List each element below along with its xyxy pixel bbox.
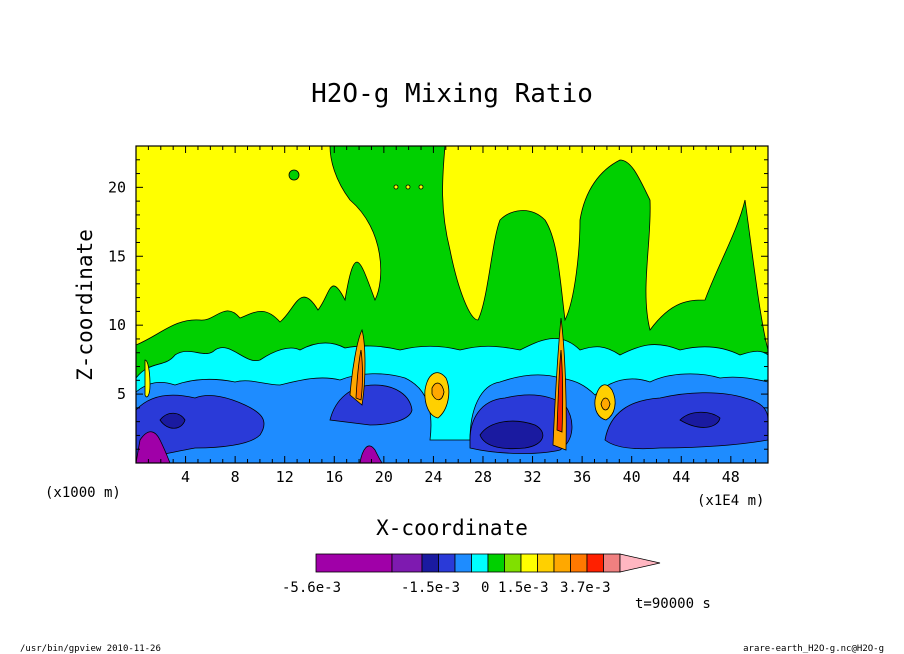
time-label: t=90000 s: [635, 596, 711, 612]
red-region-34: [556, 349, 564, 433]
x-tick-label: 48: [722, 468, 740, 486]
colorbar-labels: -5.6e-3 -1.5e-3 0 1.5e-3 3.7e-3: [282, 580, 611, 596]
colorbar-label: 0: [481, 580, 489, 596]
y-axis-label: Z-coordinate: [73, 229, 97, 381]
colorbar-swatch: [603, 553, 621, 573]
y-tick-label: 15: [108, 247, 126, 265]
y-tick-label: 20: [108, 178, 126, 196]
colorbar-swatch: [537, 553, 555, 573]
x-tick-label: 40: [623, 468, 641, 486]
colorbar-swatch: [570, 553, 588, 573]
yellow-speck-b: [405, 184, 411, 190]
colorbar-swatch: [471, 553, 489, 573]
colorbar-swatch: [391, 553, 423, 573]
x-tick-label: 20: [375, 468, 393, 486]
x-tick-label: 28: [474, 468, 492, 486]
colorbar-swatch: [520, 553, 538, 573]
x-unit-left: (x1000 m): [45, 485, 121, 501]
yellow-speck-a: [393, 184, 399, 190]
plot-frame: [135, 145, 769, 464]
colorbar-swatch: [586, 553, 604, 573]
colorbar-swatch: [421, 553, 439, 573]
colorbar-swatch: [438, 553, 456, 573]
colorbar-swatch: [454, 553, 472, 573]
y-tick-labels: 5 10 15 20: [108, 178, 126, 403]
colorbar: [315, 553, 661, 573]
colorbar-swatch: [504, 553, 522, 573]
x-tick-label: 12: [276, 468, 294, 486]
x-unit-right: (x1E4 m): [697, 493, 764, 509]
x-tick-label: 44: [672, 468, 690, 486]
chart-title: H2O-g Mixing Ratio: [311, 79, 593, 109]
green-speck: [288, 169, 300, 181]
x-tick-label: 4: [181, 468, 190, 486]
y-tick-label: 5: [117, 385, 126, 403]
colorbar-label: 3.7e-3: [560, 580, 611, 596]
y-tick-label: 10: [108, 316, 126, 334]
orange-core-38: [600, 397, 611, 411]
red-region-left: [355, 349, 363, 401]
x-tick-label: 16: [325, 468, 343, 486]
x-tick-label: 24: [424, 468, 442, 486]
x-tick-label: 32: [524, 468, 542, 486]
x-tick-label: 8: [231, 468, 240, 486]
orange-core-24: [431, 382, 445, 401]
x-tick-labels: 4 8 12 16 20 24 28 32 36 40 44 48: [181, 468, 740, 486]
x-tick-label: 36: [573, 468, 591, 486]
x-axis-label: X-coordinate: [376, 516, 528, 540]
plot-field: [136, 146, 768, 463]
colorbar-label: -5.6e-3: [282, 580, 341, 596]
colorbar-swatch: [487, 553, 505, 573]
footer-left: /usr/bin/gpview 2010-11-26: [20, 644, 161, 654]
colorbar-label: -1.5e-3: [401, 580, 460, 596]
colorbar-label: 1.5e-3: [498, 580, 549, 596]
colorbar-extend-arrow: [619, 553, 661, 573]
navy-region: [159, 411, 721, 450]
yellow-speck-c: [418, 184, 424, 190]
colorbar-swatch: [553, 553, 571, 573]
footer-right: arare-earth_H2O-g.nc@H2O-g: [743, 644, 884, 654]
yellow-sliver-left: [144, 359, 151, 398]
axis-ticks: [136, 146, 768, 463]
colorbar-swatch: [315, 553, 393, 573]
